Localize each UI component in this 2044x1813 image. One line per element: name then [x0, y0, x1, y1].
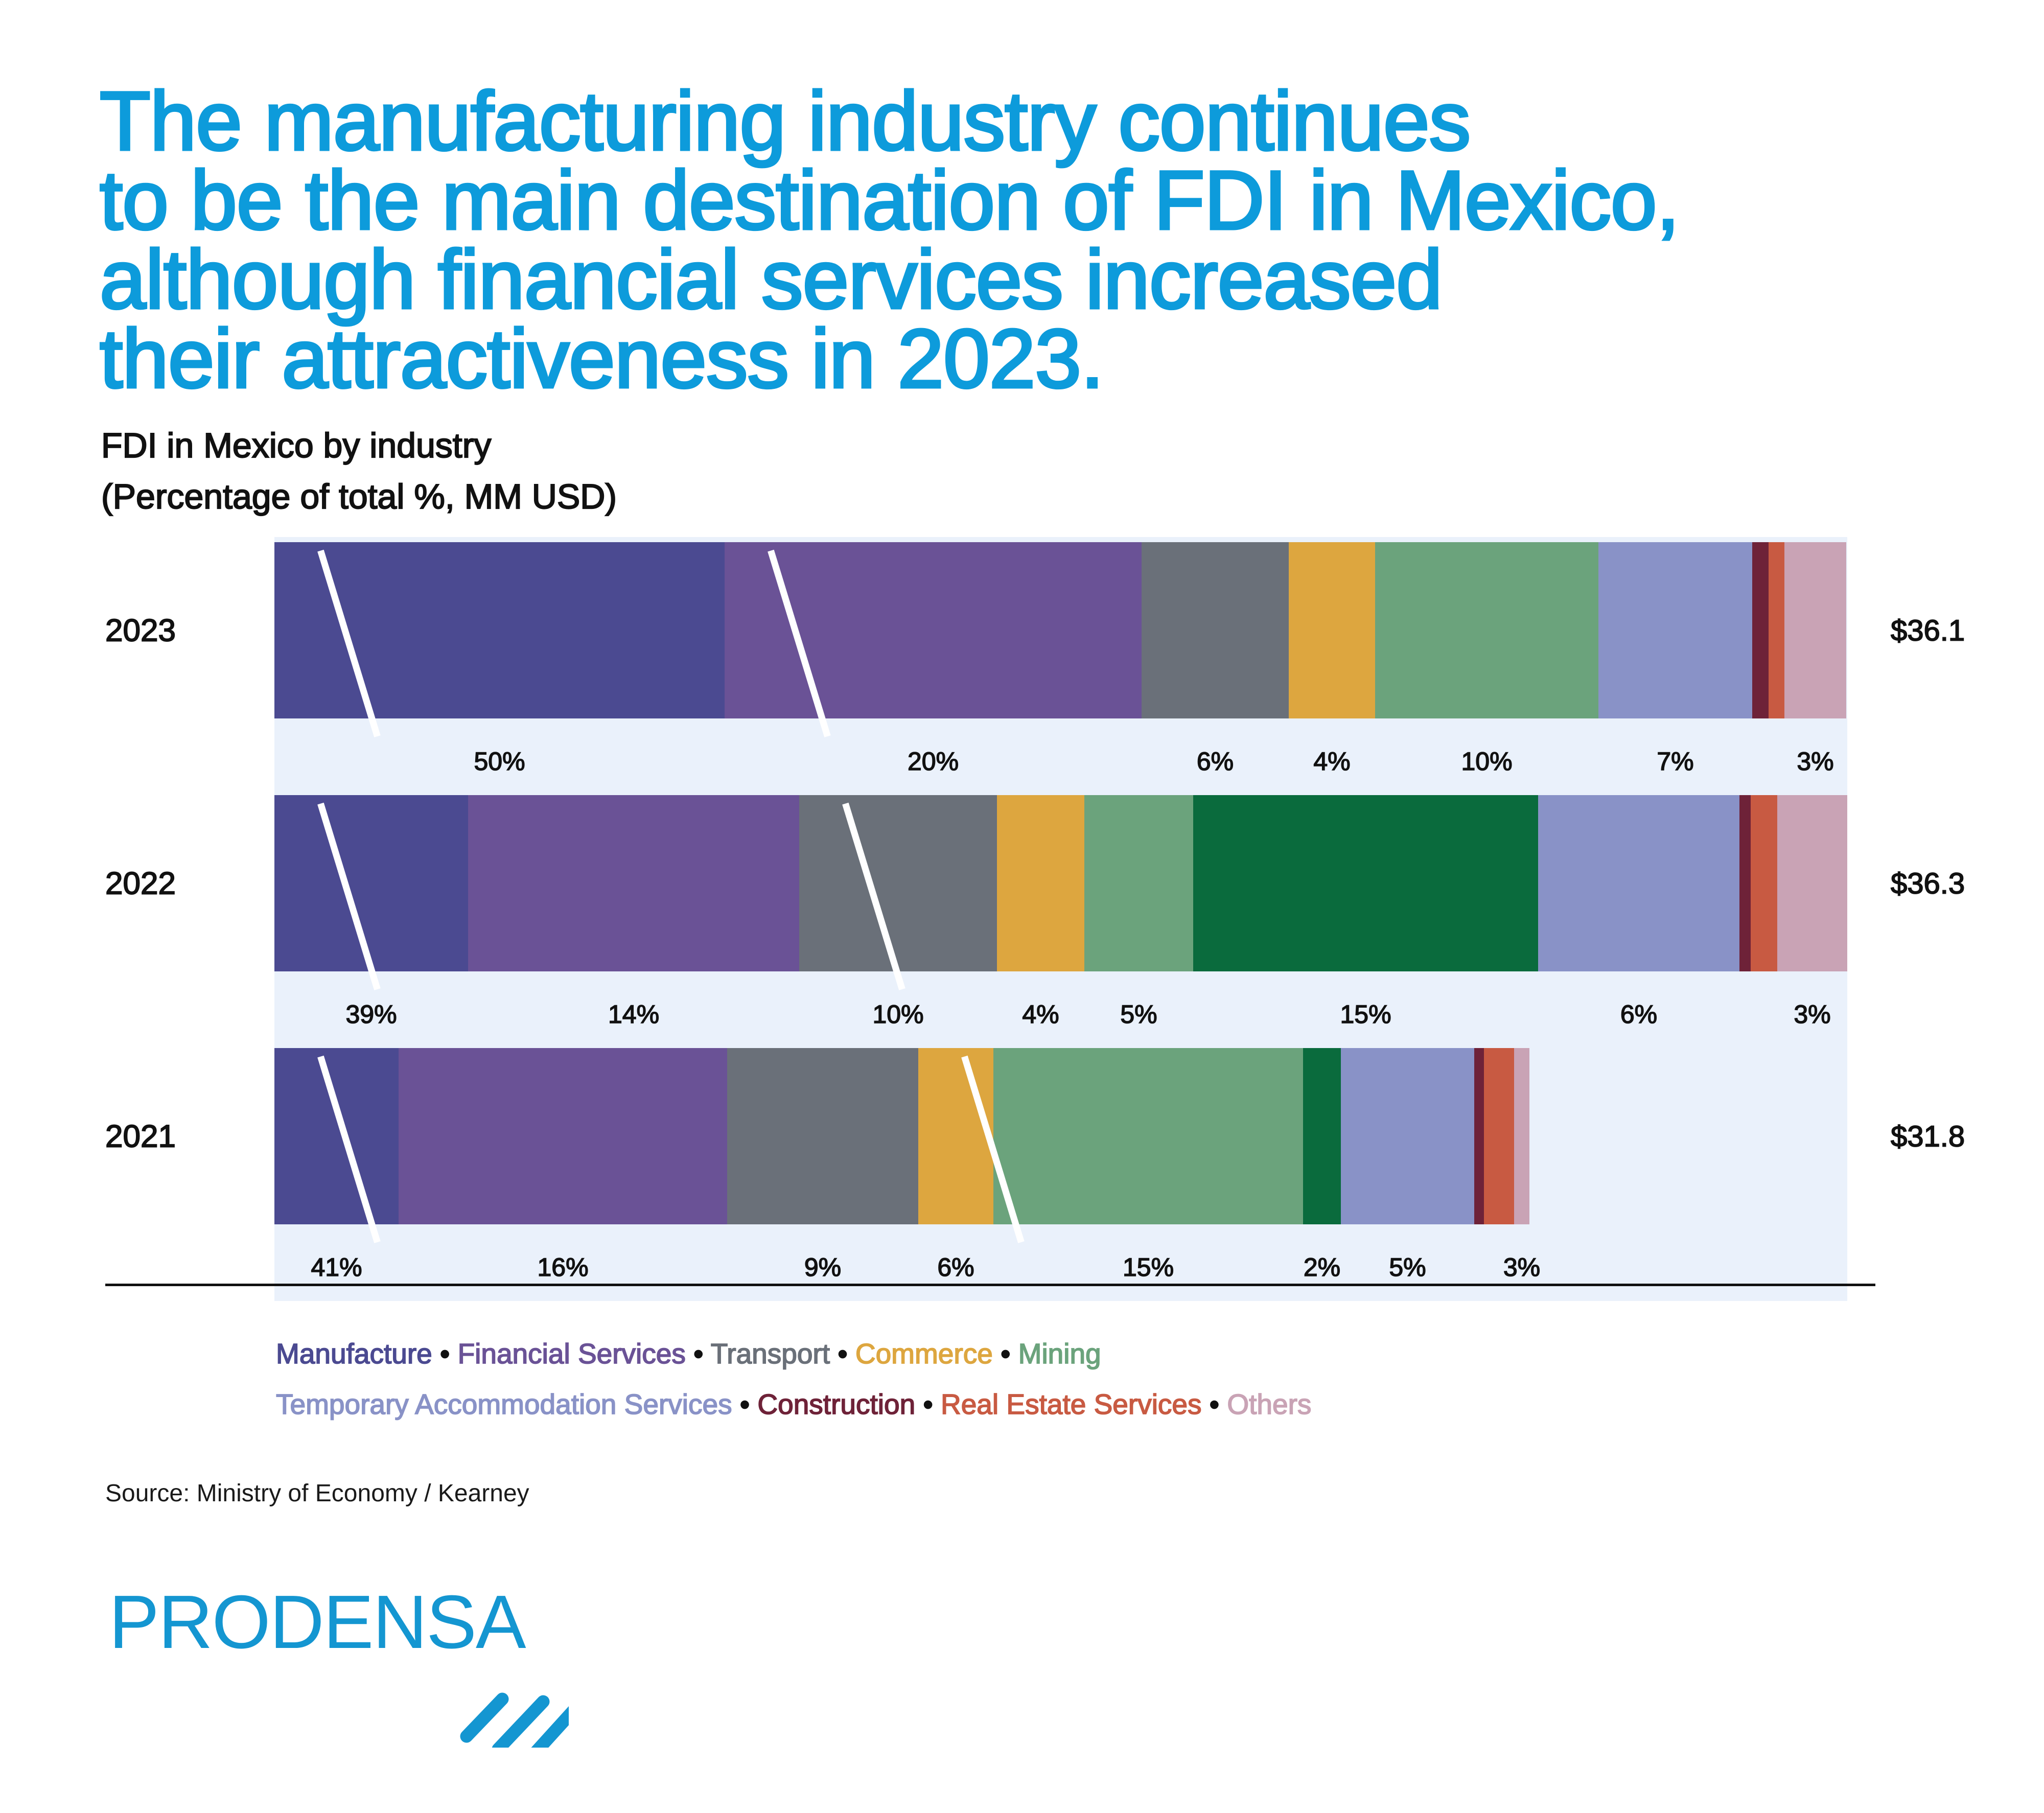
svg-text:PRODENSA: PRODENSA — [109, 1580, 526, 1664]
